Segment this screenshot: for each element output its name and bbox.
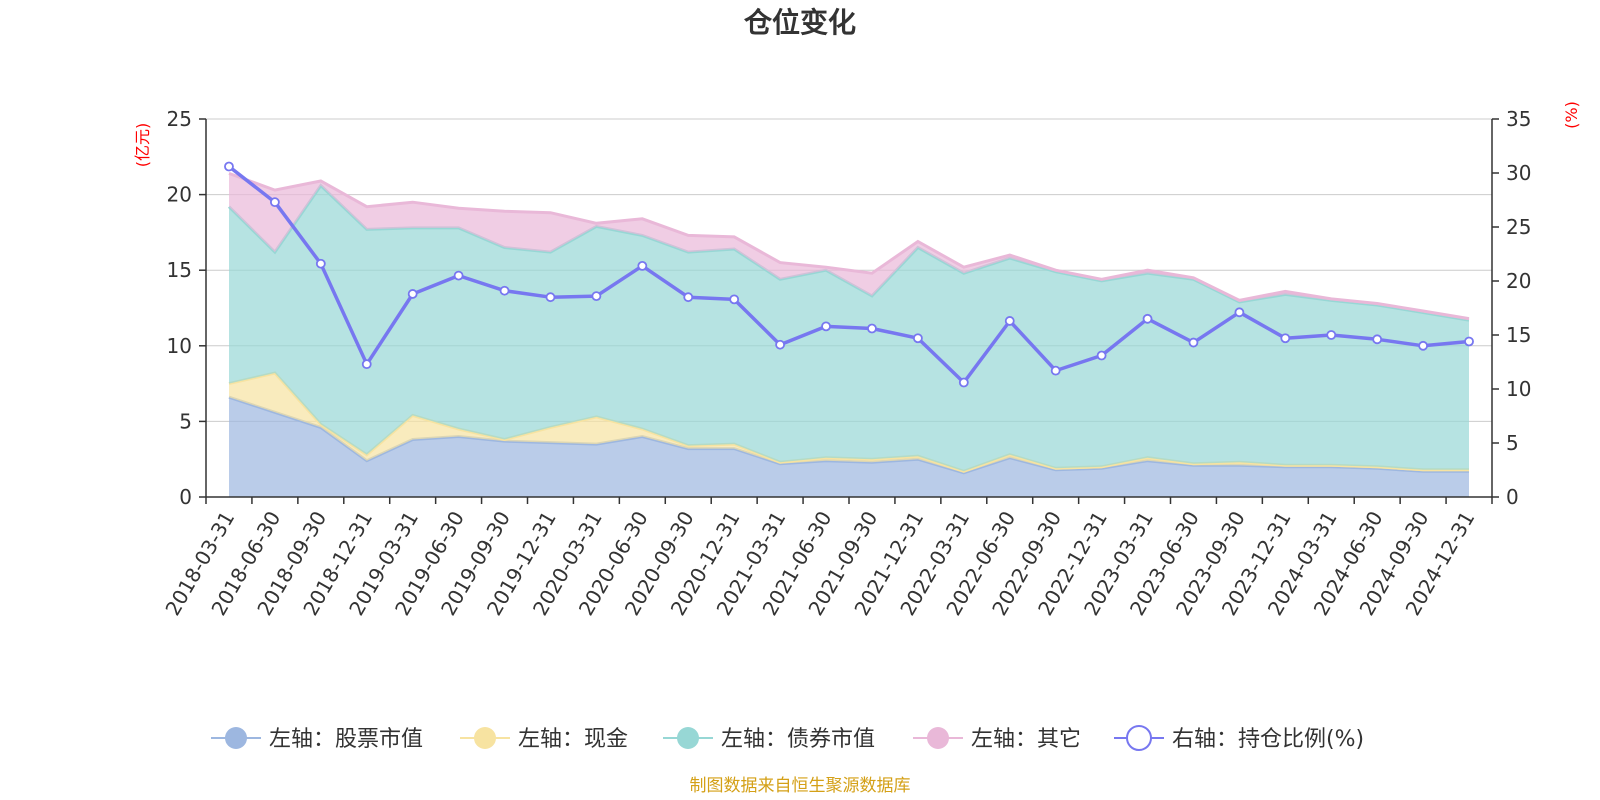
legend-label: 左轴：股票市值 [269, 727, 423, 752]
ratio-point [361, 359, 372, 370]
legend-swatch-marker [677, 727, 699, 749]
legend-label: 左轴：其它 [971, 727, 1081, 752]
ratio-point [1188, 337, 1199, 348]
right-tick-label: 20 [1506, 269, 1531, 293]
left-tick-label: 20 [167, 183, 192, 207]
ratio-point [683, 292, 694, 303]
ratio-point [453, 270, 464, 281]
ratio-point [1004, 316, 1015, 326]
ratio-point [729, 294, 740, 305]
ratio-point [224, 161, 234, 172]
legend-swatch-marker [1126, 725, 1152, 751]
ratio-point [545, 292, 556, 303]
legend: 左轴：股票市值 左轴：现金 左轴：债券市值 左轴：其它 右轴：持仓比例(%) [211, 725, 1364, 752]
right-tick-label: 5 [1506, 431, 1519, 455]
chart-title: 仓位变化 [744, 6, 856, 39]
legend-swatch-marker [927, 727, 949, 749]
ratio-point [958, 377, 969, 388]
ratio-point [499, 285, 510, 296]
ratio-point [1096, 350, 1107, 361]
left-tick-label: 15 [167, 258, 192, 282]
ratio-point [407, 289, 418, 299]
ratio-line-path [227, 165, 1470, 385]
left-tick-label: 0 [179, 485, 192, 509]
ratio-point [1050, 365, 1061, 376]
legend-label: 左轴：债券市值 [721, 727, 875, 752]
area-series-1 [229, 397, 1469, 497]
source-note: 制图数据来自恒生聚源数据库 [690, 776, 911, 796]
ratio-point [1142, 313, 1153, 324]
legend-swatch-marker [225, 727, 247, 749]
ratio-point [821, 321, 831, 332]
ratio-point [912, 333, 923, 344]
area-edge-4 [228, 171, 1470, 321]
right-tick-label: 0 [1506, 485, 1519, 509]
left-tick-label: 25 [167, 107, 192, 131]
right-tick-label: 25 [1506, 215, 1531, 239]
ratio-point [775, 339, 786, 350]
legend-swatch-marker [474, 727, 496, 749]
right-tick-label: 15 [1506, 323, 1531, 347]
right-tick-label: 35 [1506, 107, 1531, 131]
ratio-point [591, 291, 602, 302]
ratio-point [1326, 330, 1337, 340]
ratio-point [1234, 307, 1245, 318]
right-tick-label: 10 [1506, 377, 1531, 401]
ratio-point [1464, 336, 1474, 347]
right-tick-label: 30 [1506, 161, 1531, 185]
ratio-point [867, 323, 877, 334]
left-axis-unit: (亿元) [133, 123, 152, 168]
legend-label: 右轴：持仓比例(%) [1172, 727, 1364, 752]
ratio-point [269, 197, 280, 208]
ratio-point [315, 258, 326, 269]
right-axis-unit: (%) [1562, 101, 1581, 129]
left-tick-label: 5 [179, 409, 192, 433]
ratio-point [637, 260, 648, 271]
left-tick-label: 10 [167, 334, 192, 358]
ratio-point [1280, 333, 1291, 344]
ratio-point [1372, 334, 1383, 345]
ratio-point [1418, 340, 1429, 351]
ratio-line [224, 161, 1474, 388]
legend-label: 左轴：现金 [518, 727, 628, 752]
